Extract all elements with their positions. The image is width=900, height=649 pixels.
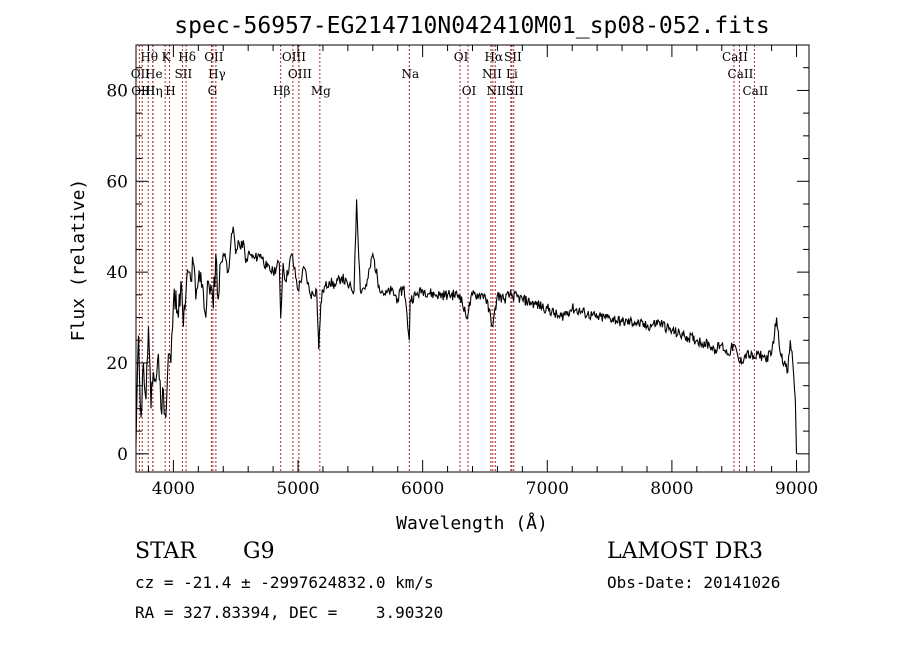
x-tick-label: 8000 bbox=[650, 479, 693, 499]
spectral-line-label: Hθ bbox=[140, 50, 158, 64]
survey-name: LAMOST DR3 bbox=[607, 539, 763, 564]
spectral-line-label: NII bbox=[482, 67, 502, 81]
spectral-line-label: Mg bbox=[311, 84, 331, 98]
chart-title: spec-56957-EG214710N042410M01_sp08-052.f… bbox=[174, 13, 769, 39]
spectral-line-label: Hβ bbox=[273, 84, 290, 98]
spectral-line-label: NII bbox=[486, 84, 506, 98]
x-tick-label: 4000 bbox=[152, 479, 195, 499]
spectral-line-label: Hδ bbox=[178, 50, 196, 64]
spectral-line-label: Hγ bbox=[208, 67, 226, 81]
spectral-line-label: OI bbox=[462, 84, 477, 98]
spectral-line-label: G bbox=[208, 84, 218, 98]
y-tick-label: 40 bbox=[106, 263, 128, 283]
spectral-line-label: CaII bbox=[722, 50, 748, 64]
x-tick-label: 9000 bbox=[775, 479, 818, 499]
spectral-line-label: H bbox=[165, 84, 175, 98]
spectral-line-label: SII bbox=[506, 84, 524, 98]
spectral-line-label: OIII bbox=[282, 50, 306, 64]
object-class: STAR bbox=[135, 539, 196, 564]
spectral-line-label: Li bbox=[506, 67, 518, 81]
y-tick-label: 0 bbox=[117, 445, 128, 465]
spectral-line-label: Hη bbox=[145, 84, 163, 98]
spectral-line-label: SII bbox=[504, 50, 522, 64]
spectral-line-label: CaII bbox=[742, 84, 768, 98]
spectral-line-label: OII bbox=[204, 50, 224, 64]
y-tick-label: 60 bbox=[106, 172, 128, 192]
x-tick-label: 6000 bbox=[401, 479, 444, 499]
spectral-line-label: OI bbox=[454, 50, 469, 64]
x-axis-label: Wavelength (Å) bbox=[396, 512, 548, 534]
y-axis-label: Flux (relative) bbox=[68, 179, 89, 342]
x-tick-label: 7000 bbox=[526, 479, 569, 499]
spectral-line-label: Na bbox=[401, 67, 419, 81]
redshift-velocity: cz = -21.4 ± -2997624832.0 km/s bbox=[135, 573, 434, 592]
spectral-line-label: He bbox=[145, 67, 163, 81]
ra-dec-coordinates: RA = 327.83394, DEC = 3.90320 bbox=[135, 603, 444, 622]
y-tick-label: 20 bbox=[106, 354, 128, 374]
plot-frame bbox=[135, 44, 810, 473]
spectral-line-label: K bbox=[162, 50, 172, 64]
spectral-line-label: OIII bbox=[131, 84, 155, 98]
spectral-line-label: OIII bbox=[288, 67, 312, 81]
x-tick-label: 5000 bbox=[276, 479, 319, 499]
spectral-line-label: CaII bbox=[728, 67, 754, 81]
spectral-line-label: Hα bbox=[485, 50, 504, 64]
observation-date: Obs-Date: 20141026 bbox=[607, 573, 781, 592]
object-subclass: G9 bbox=[243, 539, 275, 564]
spectrum-line bbox=[135, 199, 798, 454]
y-tick-label: 80 bbox=[106, 81, 128, 101]
spectral-line-label: SII bbox=[175, 67, 193, 81]
